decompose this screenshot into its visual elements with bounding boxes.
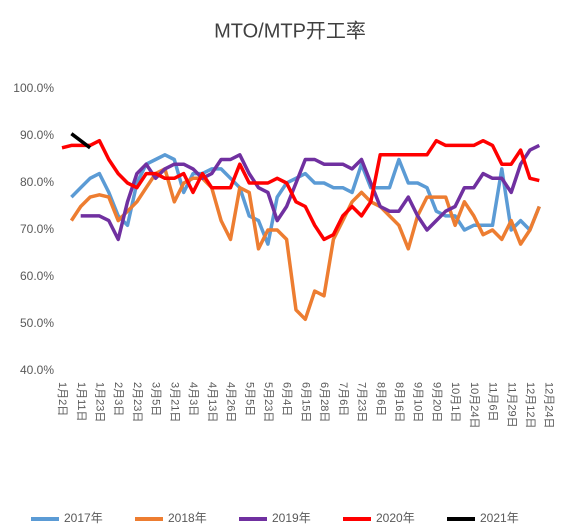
x-tick-label: 3月5日 (150, 382, 162, 416)
x-tick-label: 11月6日 (487, 382, 499, 422)
y-tick-label: 40.0% (20, 363, 54, 377)
x-tick-label: 7月23日 (356, 382, 368, 422)
x-tick-label: 4月3日 (187, 382, 199, 416)
y-tick-label: 70.0% (20, 222, 54, 236)
x-tick-label: 1月11日 (75, 382, 87, 422)
legend-label: 2019年 (272, 511, 311, 525)
legend-label: 2018年 (168, 511, 207, 525)
x-tick-label: 9月20日 (430, 382, 442, 422)
series-line (70, 132, 92, 150)
y-tick-label: 50.0% (20, 316, 54, 330)
x-tick-label: 10月1日 (449, 382, 461, 422)
x-tick-label: 5月5日 (243, 382, 255, 416)
x-tick-label: 6月28日 (318, 382, 330, 422)
y-tick-label: 90.0% (20, 128, 54, 142)
legend-label: 2020年 (376, 511, 415, 525)
legend-label: 2017年 (64, 511, 103, 525)
legend-label: 2021年 (480, 511, 519, 525)
x-tick-label: 7月6日 (337, 382, 349, 416)
x-tick-label: 5月23日 (262, 382, 274, 422)
x-tick-label: 6月4日 (281, 382, 293, 416)
x-tick-label: 8月6日 (374, 382, 386, 416)
x-tick-label: 9月10日 (412, 382, 424, 422)
x-tick-label: 4月26日 (225, 382, 237, 422)
x-tick-label: 1月23日 (94, 382, 106, 422)
x-tick-label: 11月29日 (505, 382, 517, 428)
x-tick-label: 6月15日 (299, 382, 311, 422)
series-line (80, 143, 541, 242)
x-tick-label: 10月24日 (468, 382, 480, 428)
x-tick-label: 12月24日 (543, 382, 555, 428)
x-tick-label: 4月13日 (206, 382, 218, 422)
chart-title: MTO/MTP开工率 (214, 19, 366, 42)
y-tick-label: 80.0% (20, 175, 54, 189)
series-line (69, 167, 541, 322)
y-tick-label: 100.0% (13, 81, 54, 95)
x-tick-label: 8月16日 (393, 382, 405, 422)
series-line (61, 138, 540, 242)
x-tick-label: 12月12日 (524, 382, 536, 428)
x-tick-label: 1月2日 (56, 382, 68, 416)
x-tick-label: 3月21日 (168, 382, 180, 422)
series-line (70, 153, 541, 246)
x-tick-label: 2月3日 (112, 382, 124, 416)
y-tick-label: 60.0% (20, 269, 54, 283)
x-tick-label: 2月23日 (131, 382, 143, 422)
